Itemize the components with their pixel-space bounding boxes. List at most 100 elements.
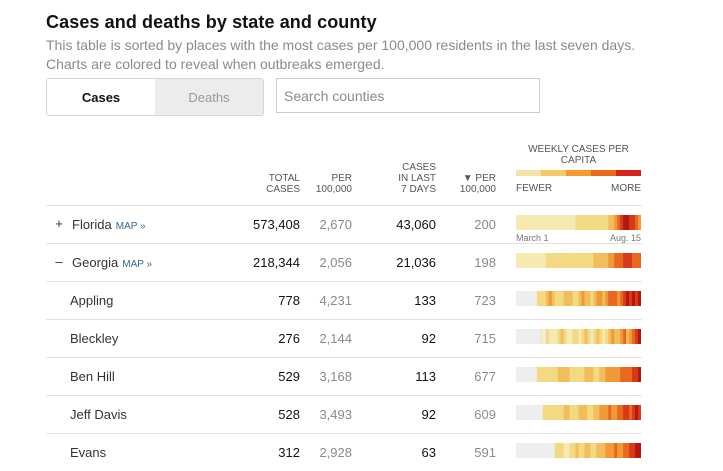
week-bar [590,443,594,458]
week-bar [608,443,612,458]
week-bar [629,443,633,458]
week-bar [629,215,633,230]
week-bar [554,329,559,344]
week-bar [581,367,585,382]
tab-cases[interactable]: Cases [47,79,155,115]
week-bar [542,253,547,268]
week-bar [563,253,567,268]
state-row[interactable]: + Florida MAP » 573,408 2,670 43,060 200 March … [46,205,642,243]
week-bar [516,215,520,230]
week-bar [554,253,559,268]
week-bar [548,253,553,268]
week-bar [530,405,535,420]
week-bar [608,215,612,230]
week-bar [578,405,582,420]
week-bar [596,253,600,268]
col-header-per-100k[interactable]: PER 100,000 [302,173,352,195]
chart-end-label: Aug. 15 [609,233,641,243]
week-bar [617,405,621,420]
week-bar [533,367,538,382]
week-bar [524,329,529,344]
week-bar [626,329,630,344]
week-bar [629,291,633,306]
state-map-link[interactable]: MAP » [122,259,153,270]
per-100k-value: 2,928 [319,445,352,460]
week-bar [548,291,553,306]
week-bar [584,367,588,382]
state-map-link[interactable]: MAP » [115,221,146,232]
week-bar [635,253,639,268]
week-bar [635,329,639,344]
week-bar [581,215,585,230]
week-bar [584,329,588,344]
week-bar [593,291,597,306]
week-bar [614,291,618,306]
collapse-icon[interactable]: – [55,254,63,269]
week-bar [542,215,547,230]
week-bar [551,215,556,230]
tab-deaths[interactable]: Deaths [155,79,263,115]
total-cases-value: 312 [278,445,300,460]
week-bar [593,253,597,268]
week-bar [548,405,553,420]
state-name: Florida MAP » [72,217,146,232]
week-bar [611,253,615,268]
week-bar [602,329,606,344]
total-cases-value: 276 [278,331,300,346]
week-bar [626,367,630,382]
week-bar [557,443,561,458]
week-bar [638,291,641,306]
week-bar [614,329,618,344]
week-bar [587,215,591,230]
weekly-cases-chart [516,215,641,230]
per-100k-value: 3,168 [319,369,352,384]
week-bar [569,329,573,344]
state-row[interactable]: – Georgia MAP » 218,344 2,056 21,036 198 [46,243,642,281]
col-header-cases-7d[interactable]: CASES IN LAST 7 DAYS [386,162,436,195]
week-bar [620,367,624,382]
weekly-cases-chart [516,291,641,306]
week-bar [593,329,597,344]
week-bar [548,443,553,458]
week-bar [542,291,547,306]
week-bar [533,215,538,230]
week-bar [551,253,556,268]
search-counties-input[interactable] [276,78,540,113]
week-bar [566,367,570,382]
week-bar [632,443,636,458]
week-bar [629,405,633,420]
week-bar [563,367,567,382]
week-bar [620,291,624,306]
week-bar [516,329,520,344]
week-bar [632,291,636,306]
week-bar [599,405,603,420]
county-name: Ben Hill [70,369,115,384]
week-bar [575,367,579,382]
legend-swatch [591,170,616,176]
week-bar [557,367,561,382]
col-header-per-100k-7d-label: ▼ PER 100,000 [459,173,496,195]
col-header-total-cases[interactable]: TOTAL CASES [250,173,300,195]
col-header-per-100k-7d[interactable]: ▼ PER 100,000 [446,173,496,195]
total-cases-value: 573,408 [253,217,300,232]
week-bar [623,215,627,230]
week-bar [575,443,579,458]
week-bar [596,443,600,458]
week-bar [542,329,547,344]
week-bar [587,443,591,458]
week-bar [599,291,603,306]
expand-icon[interactable]: + [55,216,63,231]
week-bar [548,215,553,230]
week-bar [632,329,636,344]
week-bar [590,329,594,344]
legend-swatch [616,170,641,176]
week-bar [584,405,588,420]
week-bar [572,329,576,344]
week-bar [524,291,529,306]
week-bar [638,367,641,382]
week-bar [599,443,603,458]
week-bar [539,367,544,382]
week-bar [545,405,550,420]
week-bar [596,329,600,344]
week-bar [605,253,609,268]
